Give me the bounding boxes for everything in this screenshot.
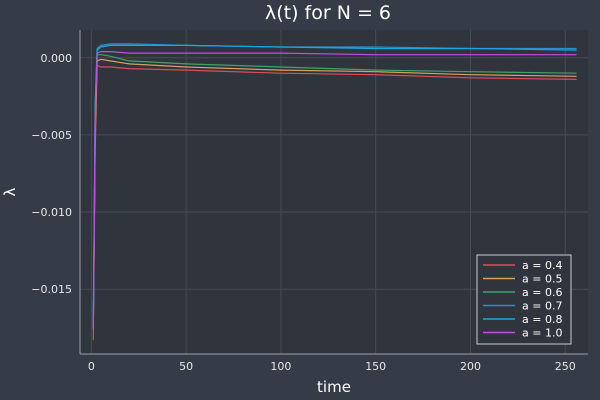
series-group <box>92 43 577 341</box>
x-tick-label: 200 <box>460 360 481 373</box>
legend-label: a = 0.5 <box>522 273 562 286</box>
legend-label: a = 1.0 <box>522 327 562 340</box>
legend-box <box>476 254 572 345</box>
x-axis-label: time <box>317 378 351 396</box>
x-tick-label: 250 <box>555 360 576 373</box>
x-tick-label: 0 <box>88 360 95 373</box>
y-tick-label: −0.010 <box>31 206 72 219</box>
legend-label: a = 0.7 <box>522 300 562 313</box>
y-tick-label: −0.005 <box>31 129 72 142</box>
chart-title: λ(t) for N = 6 <box>265 2 391 24</box>
legend-label: a = 0.8 <box>522 313 562 326</box>
tick-labels: 0 50 100 150 200 250 0.000 −0.005 −0.010 −0.015 <box>31 52 575 373</box>
axes <box>79 30 588 355</box>
x-tick-label: 150 <box>365 360 386 373</box>
y-axis-label: λ <box>1 187 19 196</box>
y-tick-label: −0.015 <box>31 283 72 296</box>
grid <box>80 30 588 354</box>
series-line-6 <box>92 50 577 330</box>
legend: a = 0.4a = 0.5a = 0.6a = 0.7a = 0.8a = 1… <box>476 254 572 345</box>
y-tick-label: 0.000 <box>41 52 73 65</box>
x-tick-label: 100 <box>270 360 291 373</box>
legend-label: a = 0.4 <box>522 259 562 272</box>
x-tick-label: 50 <box>179 360 193 373</box>
legend-label: a = 0.6 <box>522 286 562 299</box>
